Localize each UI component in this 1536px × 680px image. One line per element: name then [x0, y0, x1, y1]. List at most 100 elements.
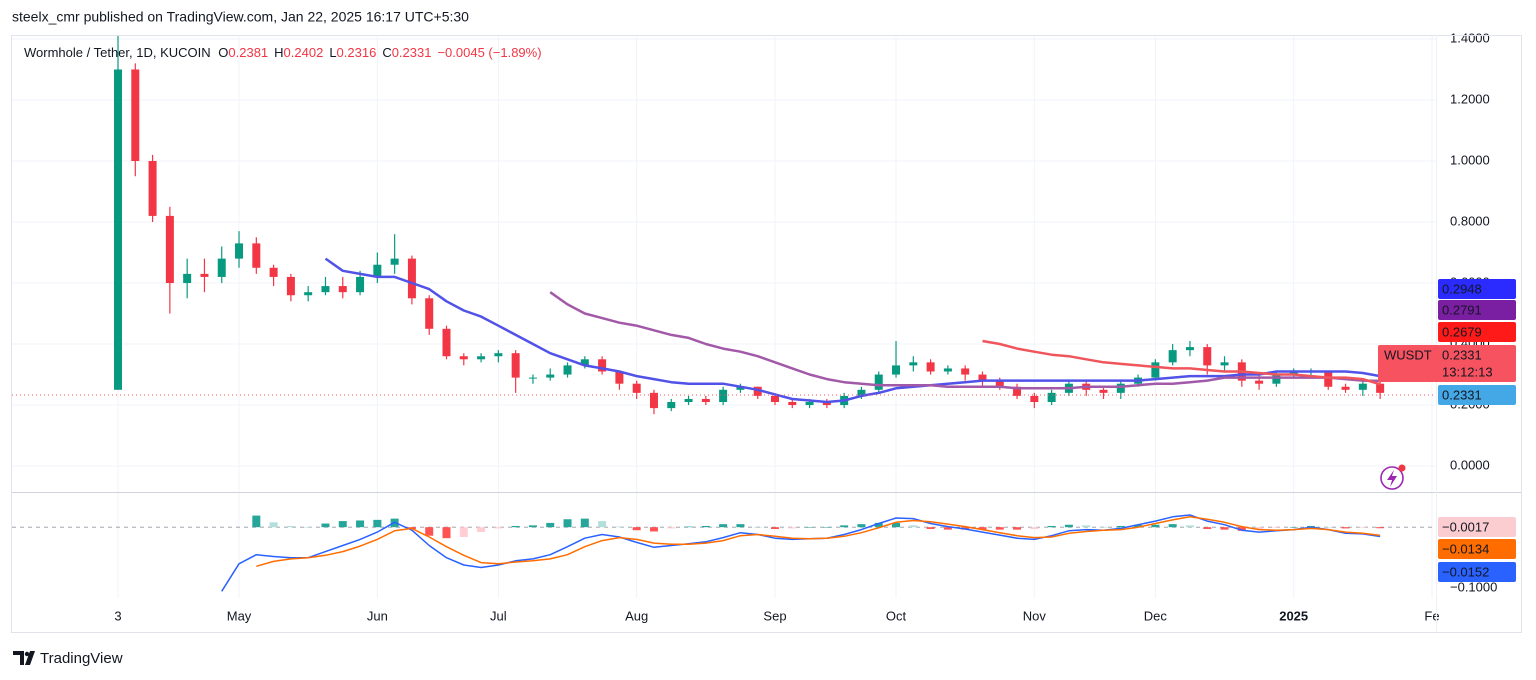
histogram-bar	[511, 525, 520, 528]
y-tick-label: 1.0000	[1450, 152, 1490, 167]
histogram-bar	[874, 522, 883, 528]
candle-body	[943, 368, 952, 372]
histogram-bar	[1099, 527, 1108, 528]
y-tick-label: 0.0000	[1450, 458, 1490, 473]
x-tick-label: Dec	[1144, 608, 1168, 623]
histogram-bar	[719, 524, 728, 528]
close-value: 0.2331	[391, 45, 432, 60]
candle-body	[753, 386, 762, 396]
last-price-badge	[1378, 345, 1516, 382]
alert-icon[interactable]	[1380, 464, 1406, 490]
histogram-bar	[753, 527, 762, 528]
candle-body	[338, 286, 347, 293]
candle-body	[805, 402, 814, 406]
candle-body	[390, 258, 399, 265]
histogram-bar	[1203, 527, 1212, 530]
price-badge-bg	[1438, 384, 1516, 405]
candle-body	[373, 264, 382, 277]
candle-body	[546, 374, 555, 378]
candle-body	[892, 365, 901, 375]
histogram-bar	[701, 525, 710, 528]
candle-body	[615, 371, 624, 384]
low-value: 0.2316	[336, 45, 377, 60]
histogram-bar	[1376, 527, 1385, 529]
histogram-bar	[304, 527, 313, 528]
histogram-bar	[373, 519, 382, 528]
candle-body	[926, 362, 935, 372]
candle-body	[978, 374, 987, 381]
histogram-bar	[1116, 525, 1125, 528]
histogram-bar	[667, 527, 676, 529]
candle-body	[1203, 347, 1212, 366]
moving-average-line	[982, 339, 1381, 386]
histogram-bar	[528, 525, 537, 528]
candle-body	[304, 292, 313, 296]
x-tick-label: May	[227, 608, 252, 623]
candle-body	[598, 359, 607, 372]
histogram-bar	[615, 526, 624, 528]
histogram-bar	[1237, 527, 1246, 531]
candle-body	[1358, 383, 1367, 390]
moving-average-line	[324, 257, 1381, 404]
histogram-bar	[684, 526, 693, 528]
candle-body	[667, 402, 676, 409]
histogram-bar	[338, 521, 347, 528]
candle-body	[995, 380, 1004, 387]
histogram-bar	[1013, 527, 1022, 530]
histogram-bar	[736, 524, 745, 528]
histogram-bar	[805, 527, 814, 528]
x-tick-label: 3	[114, 608, 121, 623]
histogram-bar	[1358, 527, 1367, 528]
axes: 3 May Jun Jul Aug Sep Oct Nov Dec 2025 Fe 0.0000 0.2…	[114, 30, 1497, 623]
candle-body	[1255, 380, 1264, 384]
candle-body	[217, 258, 226, 277]
histogram-bar	[1272, 527, 1281, 528]
histogram-bar	[598, 521, 607, 528]
histogram-bar	[321, 523, 330, 528]
candle-body	[286, 276, 295, 296]
y-tick-label: 1.4000	[1450, 30, 1490, 45]
candle-body	[114, 69, 122, 390]
high-label: H	[274, 45, 284, 60]
histogram-bar	[580, 518, 589, 528]
candle-body	[736, 386, 745, 390]
histogram-bar	[1151, 524, 1160, 528]
brand: TradingView	[40, 650, 123, 667]
candle-body	[1116, 383, 1125, 393]
candle-body	[1289, 371, 1298, 375]
price-badge: 0.2679	[1442, 324, 1482, 339]
histogram-bar	[459, 527, 468, 537]
histogram-bar	[269, 522, 278, 528]
candle-body	[909, 362, 918, 366]
x-tick-label: Jul	[490, 608, 507, 623]
candle-body	[528, 377, 537, 379]
macd-badge: −0.0134	[1442, 541, 1489, 556]
macd-badge-bg	[1438, 562, 1516, 582]
histogram-bar	[857, 524, 866, 528]
candle-body	[494, 353, 503, 357]
candle-body	[1013, 386, 1022, 396]
macd-line	[256, 516, 1381, 568]
macd-badge: −0.0017	[1442, 519, 1489, 534]
histogram-bar	[494, 527, 503, 529]
macd-pane	[12, 514, 1436, 592]
x-tick-label: Jun	[367, 608, 388, 623]
symbol-badge: WUSDT	[1384, 347, 1432, 362]
x-tick-label: Sep	[763, 608, 786, 623]
candle-body	[857, 389, 866, 396]
histogram-bar	[892, 522, 901, 528]
candle-body	[788, 402, 797, 406]
candle-body	[822, 402, 831, 406]
candle-body	[200, 273, 209, 277]
last-price: 0.2331	[1442, 347, 1482, 362]
histogram-bar	[1082, 525, 1091, 528]
x-tick-label: Aug	[625, 608, 648, 623]
price-badge-bg	[1438, 279, 1516, 299]
histogram-bar	[995, 527, 1004, 530]
price-badge: 0.2948	[1442, 281, 1482, 296]
price-pane	[12, 35, 1436, 415]
candle-body	[148, 160, 157, 216]
candle-body	[252, 243, 261, 268]
histogram-bar	[1064, 524, 1073, 528]
